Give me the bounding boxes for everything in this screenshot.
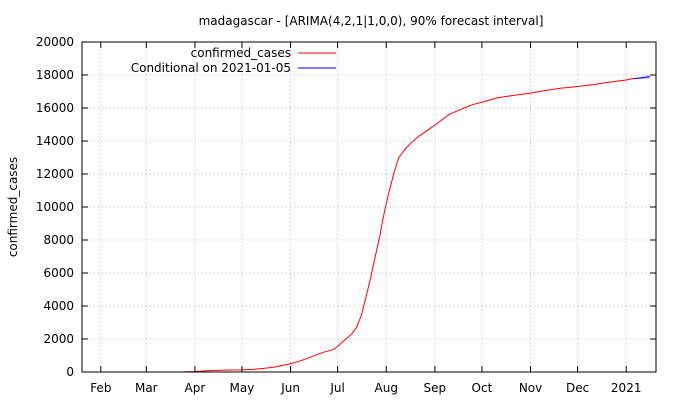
forecast-band-layer <box>632 74 650 79</box>
x-tick-label: Dec <box>566 381 589 395</box>
plot-frame <box>81 41 657 373</box>
axis-layer: 0 2000 4000 6000 8000 10000 12000 14000 16000 180… <box>36 35 656 395</box>
y-tick-label: 10000 <box>36 200 74 214</box>
x-tick-label: Oct <box>472 381 493 395</box>
legend-label-confirmed-cases: confirmed_cases <box>191 46 291 60</box>
chart-title: madagascar - [ARIMA(4,2,1|1,0,0), 90% fo… <box>199 14 544 28</box>
y-tick-label: 12000 <box>36 167 74 181</box>
series-line-conditional-on-2021-01-05 <box>632 76 650 80</box>
y-tick-label: 2000 <box>43 332 74 346</box>
y-tick-label: 0 <box>66 365 74 379</box>
x-tick-label: Jul <box>329 381 344 395</box>
x-tick-label: Nov <box>519 381 542 395</box>
x-tick-label: 2021 <box>611 381 642 395</box>
y-tick-label: 14000 <box>36 134 74 148</box>
x-tick-label: Feb <box>90 381 111 395</box>
y-tick-label: 4000 <box>43 299 74 313</box>
y-tick-label: 6000 <box>43 266 74 280</box>
x-tick-label: Aug <box>375 381 398 395</box>
x-tick-label: Mar <box>135 381 158 395</box>
y-tick-label: 18000 <box>36 68 74 82</box>
x-tick-label: Sep <box>424 381 447 395</box>
x-tick-label: May <box>230 381 255 395</box>
y-tick-label: 8000 <box>43 233 74 247</box>
x-tick-label: Jun <box>280 381 300 395</box>
series-layer <box>176 76 650 373</box>
y-tick-label: 20000 <box>36 35 74 49</box>
legend-label-conditional: Conditional on 2021-01-05 <box>131 61 291 75</box>
y-axis-label: confirmed_cases <box>6 157 20 257</box>
y-tick-label: 16000 <box>36 101 74 115</box>
legend: confirmed_cases Conditional on 2021-01-0… <box>131 46 336 75</box>
x-tick-label: Apr <box>185 381 206 395</box>
grid-layer <box>82 42 656 372</box>
series-line-confirmed-cases <box>176 78 633 373</box>
forecast-interval-band <box>632 74 650 79</box>
